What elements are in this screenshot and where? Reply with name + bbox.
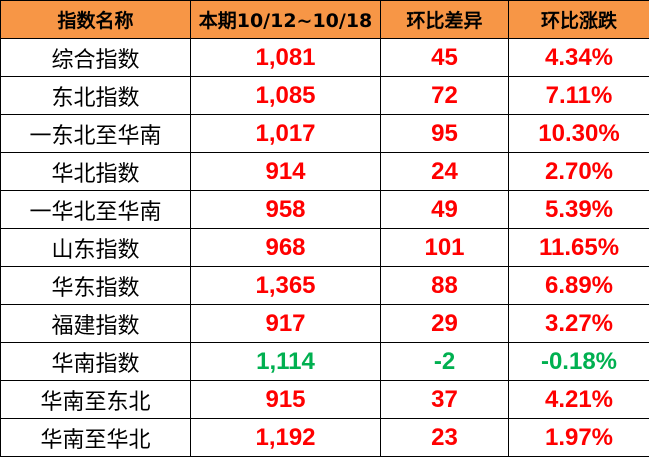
diff-cell: 29 [380, 304, 509, 343]
name-cell: 华南指数 [0, 342, 191, 381]
pct-cell: 7.11% [508, 76, 649, 115]
value-cell: 1,017 [190, 114, 381, 153]
value-cell: 968 [190, 228, 381, 267]
pct-cell: 1.97% [508, 418, 649, 457]
table-row: 一华北至华南 958 49 5.39% [0, 190, 649, 229]
diff-cell: 24 [380, 152, 509, 191]
table-row: 一东北至华南 1,017 95 10.30% [0, 114, 649, 153]
name-cell: 华东指数 [0, 266, 191, 305]
table-row: 东北指数 1,085 72 7.11% [0, 76, 649, 115]
diff-cell: 101 [380, 228, 509, 267]
diff-cell: 49 [380, 190, 509, 229]
value-cell: 917 [190, 304, 381, 343]
value-cell: 958 [190, 190, 381, 229]
pct-cell: 6.89% [508, 266, 649, 305]
diff-cell: -2 [380, 342, 509, 381]
name-cell: 福建指数 [0, 304, 191, 343]
name-cell: 一东北至华南 [0, 114, 191, 153]
name-cell: 华南至华北 [0, 418, 191, 457]
value-cell: 1,192 [190, 418, 381, 457]
table-row: 福建指数 917 29 3.27% [0, 304, 649, 343]
header-diff: 环比差异 [380, 0, 509, 39]
name-cell: 华南至东北 [0, 380, 191, 419]
table-row: 华南指数 1,114 -2 -0.18% [0, 342, 649, 381]
name-cell: 山东指数 [0, 228, 191, 267]
value-cell: 914 [190, 152, 381, 191]
value-cell: 1,081 [190, 38, 381, 77]
pct-cell: 2.70% [508, 152, 649, 191]
diff-cell: 37 [380, 380, 509, 419]
table-row: 华东指数 1,365 88 6.89% [0, 266, 649, 305]
header-pct: 环比涨跌 [508, 0, 649, 39]
table-row: 综合指数 1,081 45 4.34% [0, 38, 649, 77]
value-cell: 1,085 [190, 76, 381, 115]
header-current: 本期10/12~10/18 [190, 0, 381, 39]
diff-cell: 95 [380, 114, 509, 153]
pct-cell: 4.34% [508, 38, 649, 77]
table-row: 华北指数 914 24 2.70% [0, 152, 649, 191]
header-row: 指数名称 本期10/12~10/18 环比差异 环比涨跌 [0, 0, 649, 39]
diff-cell: 72 [380, 76, 509, 115]
pct-cell: 10.30% [508, 114, 649, 153]
name-cell: 东北指数 [0, 76, 191, 115]
pct-cell: 11.65% [508, 228, 649, 267]
table-row: 华南至东北 915 37 4.21% [0, 380, 649, 419]
table-row: 山东指数 968 101 11.65% [0, 228, 649, 267]
header-name: 指数名称 [0, 0, 191, 39]
diff-cell: 23 [380, 418, 509, 457]
diff-cell: 45 [380, 38, 509, 77]
name-cell: 综合指数 [0, 38, 191, 77]
table-row: 华南至华北 1,192 23 1.97% [0, 418, 649, 457]
value-cell: 1,114 [190, 342, 381, 381]
name-cell: 华北指数 [0, 152, 191, 191]
pct-cell: -0.18% [508, 342, 649, 381]
diff-cell: 88 [380, 266, 509, 305]
pct-cell: 4.21% [508, 380, 649, 419]
pct-cell: 5.39% [508, 190, 649, 229]
pct-cell: 3.27% [508, 304, 649, 343]
name-cell: 一华北至华南 [0, 190, 191, 229]
value-cell: 1,365 [190, 266, 381, 305]
value-cell: 915 [190, 380, 381, 419]
